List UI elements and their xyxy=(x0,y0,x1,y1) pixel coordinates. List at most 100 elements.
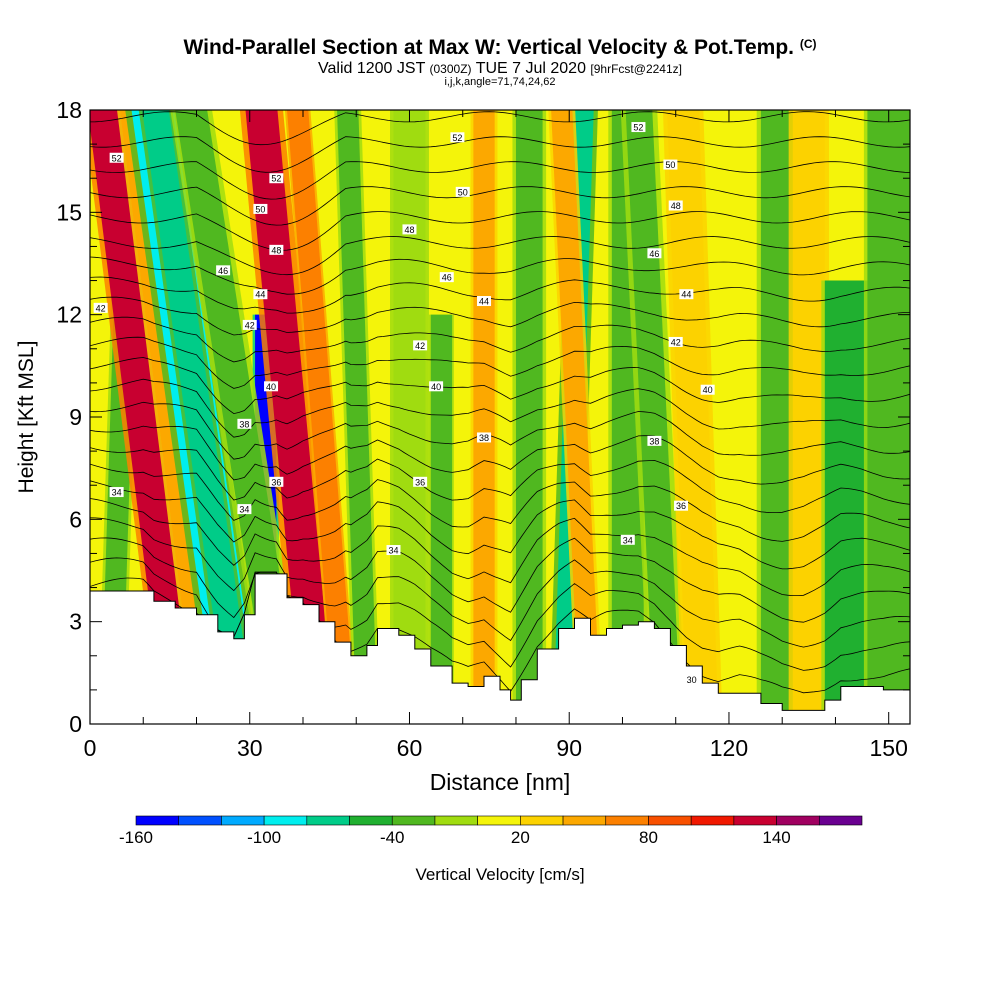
y-tick-label: 18 xyxy=(56,97,82,123)
contour-label: 42 xyxy=(668,336,683,347)
contour-label-text: 38 xyxy=(239,419,249,429)
contour-label: 40 xyxy=(264,381,279,392)
contour-label: 42 xyxy=(413,340,428,351)
theta-contour-52 xyxy=(90,111,910,146)
colorbar-segment xyxy=(178,815,222,826)
x-tick-label: 120 xyxy=(710,735,748,761)
contour-label-text: 38 xyxy=(479,433,489,443)
contour-label-text: 50 xyxy=(255,204,265,214)
contour-label: 48 xyxy=(402,224,417,235)
contour-label-text: 40 xyxy=(431,382,441,392)
colorbar-tick-label: 140 xyxy=(762,828,790,847)
contour-label: 36 xyxy=(269,476,284,487)
w-band xyxy=(667,110,719,724)
contour-label-text: 42 xyxy=(415,341,425,351)
contour-label: 44 xyxy=(253,289,268,300)
valid-utc: (0300Z) xyxy=(429,62,472,76)
contour-label: 38 xyxy=(477,432,492,443)
contour-label-text: 46 xyxy=(218,266,228,276)
contour-label: 34 xyxy=(109,487,124,498)
contour-label: 36 xyxy=(413,476,428,487)
colorbar-segment xyxy=(135,815,180,826)
contour-label-text: 48 xyxy=(271,245,281,255)
x-tick-label: 30 xyxy=(237,735,263,761)
y-tick-label: 6 xyxy=(69,506,82,532)
w-band xyxy=(760,110,793,724)
colorbar-label: Vertical Velocity [cm/s] xyxy=(415,865,584,884)
contour-label: 50 xyxy=(455,186,470,197)
contour-label-text: 48 xyxy=(404,225,414,235)
valid-date: TUE 7 Jul 2020 xyxy=(475,60,586,77)
contour-label: 48 xyxy=(668,200,683,211)
valid-prefix: Valid 1200 JST xyxy=(318,60,426,77)
contour-label: 48 xyxy=(269,244,284,255)
contour-label-text: 30 xyxy=(687,675,697,685)
contour-label: 50 xyxy=(663,159,678,170)
theta-contour-36 xyxy=(90,463,910,542)
theta-contour-43 xyxy=(90,316,910,363)
contour-label-text: 36 xyxy=(271,477,281,487)
contour-label: 52 xyxy=(109,152,124,163)
theta-contour-33 xyxy=(90,517,910,623)
w-band xyxy=(337,110,378,724)
colorbar-segment xyxy=(221,815,265,826)
w-band xyxy=(867,110,910,724)
colorbar-segment xyxy=(818,815,863,826)
colorbar-segment xyxy=(391,815,436,826)
contour-label: 46 xyxy=(647,248,662,259)
w-band xyxy=(287,110,357,724)
colorbar-segment xyxy=(263,815,308,826)
contour-label-text: 44 xyxy=(681,290,691,300)
contour-label-text: 40 xyxy=(703,385,713,395)
contour-label-text: 52 xyxy=(112,153,122,163)
y-tick-label: 15 xyxy=(56,199,82,225)
contour-label: 40 xyxy=(429,381,444,392)
w-band xyxy=(142,110,256,724)
theta-contour-42 xyxy=(90,336,910,389)
contour-label-text: 42 xyxy=(96,303,106,313)
contour-label-text: 42 xyxy=(245,320,255,330)
contour-label-text: 52 xyxy=(271,174,281,184)
w-band xyxy=(792,110,825,724)
contour-label: 34 xyxy=(620,534,635,545)
theta-contour-47 xyxy=(90,236,910,276)
contour-label: 50 xyxy=(253,203,268,214)
forecast-info: [9hrFcst@2241z] xyxy=(590,62,682,76)
contour-label: 40 xyxy=(700,384,715,395)
contour-label: 34 xyxy=(386,545,401,556)
theta-contour-34 xyxy=(90,498,910,596)
contour-label: 44 xyxy=(477,296,492,307)
terrain-mask xyxy=(89,573,911,725)
theta-contour-44 xyxy=(90,296,910,336)
contour-label-text: 52 xyxy=(452,133,462,143)
w-band xyxy=(824,280,868,724)
contour-labels: 34 34 34 34 30 36 36 36 38 38 38 40 40 40 42 42 42 42 44 44… xyxy=(93,122,715,685)
contour-label-text: 50 xyxy=(665,160,675,170)
contour-label-text: 34 xyxy=(112,488,122,498)
theta-contour-37 xyxy=(90,447,910,513)
w-band xyxy=(393,110,426,724)
chart-title: Wind-Parallel Section at Max W: Vertical… xyxy=(0,36,1000,60)
contour-label-text: 34 xyxy=(388,546,398,556)
contour-label: 52 xyxy=(631,122,646,133)
theta-contour-46 xyxy=(90,256,910,295)
colorbar-segment xyxy=(648,815,692,826)
contour-label: 38 xyxy=(647,435,662,446)
contour-label-text: 42 xyxy=(671,337,681,347)
colorbar-tick-label: -40 xyxy=(380,828,405,847)
copyright-mark: (C) xyxy=(799,37,817,51)
colorbar-segment xyxy=(434,815,478,826)
contour-label-text: 36 xyxy=(676,501,686,511)
contour-label-text: 34 xyxy=(623,535,633,545)
y-tick-label: 0 xyxy=(69,711,82,737)
w-band xyxy=(175,110,303,724)
colorbar-segment xyxy=(477,815,521,826)
x-tick-label: 150 xyxy=(870,735,908,761)
y-tick-label: 9 xyxy=(69,404,82,430)
contour-label: 52 xyxy=(269,173,284,184)
contour-label-text: 52 xyxy=(633,123,643,133)
colorbar-tick-label: 20 xyxy=(511,828,530,847)
contour-label-text: 50 xyxy=(458,187,468,197)
theta-contour-45 xyxy=(90,276,910,314)
